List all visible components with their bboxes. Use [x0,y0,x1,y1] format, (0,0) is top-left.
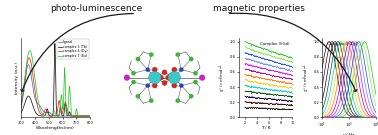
Circle shape [176,99,180,103]
Circle shape [199,75,205,80]
complex 4 (Dy) [19,105,23,107]
Circle shape [176,53,180,57]
Circle shape [189,57,193,61]
ligand [26,64,31,65]
ligand [19,108,23,109]
Circle shape [149,71,161,84]
Circle shape [168,71,180,84]
Circle shape [149,53,153,57]
Text: photo-luminescence: photo-luminescence [50,4,143,13]
complex 7 (Eu) [73,114,77,116]
complex 7 (Eu) [88,115,93,117]
Circle shape [132,80,136,84]
complex 3 (Tb) [49,115,54,117]
Circle shape [172,83,177,88]
Circle shape [146,84,150,88]
X-axis label: Wavelengths(nm): Wavelengths(nm) [36,126,75,130]
Circle shape [194,80,198,84]
complex 4 (Dy) [73,115,77,117]
Circle shape [124,75,130,80]
Circle shape [166,75,170,80]
complex 7 (Eu) [47,115,51,117]
complex 4 (Dy) [26,59,30,61]
complex 3 (Tb) [46,114,51,115]
Line: complex 7 (Eu): complex 7 (Eu) [21,51,90,116]
complex 3 (Tb) [26,95,30,97]
complex 7 (Eu) [74,108,79,110]
Circle shape [162,70,167,75]
Circle shape [152,67,157,72]
Circle shape [136,57,140,61]
complex 7 (Eu) [28,50,32,51]
Y-axis label: $\chi''$ / cm$^3$mol$^{-1}$: $\chi''$ / cm$^3$mol$^{-1}$ [218,63,228,92]
X-axis label: T / K: T / K [261,126,270,130]
complex 3 (Tb) [74,115,79,117]
Text: magnetic properties: magnetic properties [213,4,305,13]
complex 4 (Dy) [67,113,71,115]
complex 3 (Tb) [73,115,77,117]
complex 3 (Tb) [67,113,71,115]
Circle shape [136,94,140,98]
Circle shape [132,71,136,75]
Circle shape [180,84,183,88]
ligand [74,115,79,117]
Circle shape [152,83,157,88]
complex 4 (Dy) [88,115,93,117]
complex 3 (Tb) [19,112,23,114]
complex 3 (Tb) [53,43,57,44]
Y-axis label: Intensity (a.u.): Intensity (a.u.) [15,62,19,94]
complex 3 (Tb) [88,115,93,117]
Line: ligand: ligand [21,65,90,116]
ligand [88,115,93,117]
Circle shape [158,75,163,80]
Circle shape [194,71,198,75]
Line: complex 3 (Tb): complex 3 (Tb) [21,44,90,116]
Circle shape [162,80,167,85]
ligand [67,115,71,117]
X-axis label: $\nu$ / Hz: $\nu$ / Hz [342,131,356,135]
complex 4 (Dy) [49,115,54,117]
ligand [47,112,51,113]
ligand [73,115,77,117]
ligand [49,113,54,115]
Circle shape [189,94,193,98]
complex 7 (Eu) [19,104,23,105]
Legend: ligand, complex 3 (Tb), complex 4 (Dy), complex 7 (Eu): ligand, complex 3 (Tb), complex 4 (Dy), … [57,39,89,59]
Line: complex 4 (Dy): complex 4 (Dy) [21,58,90,116]
Y-axis label: $\chi''$ / cm$^3$mol$^{-1}$: $\chi''$ / cm$^3$mol$^{-1}$ [302,63,312,92]
ligand [26,64,30,66]
Circle shape [180,68,183,72]
complex 7 (Eu) [67,98,71,99]
Circle shape [149,99,153,103]
complex 7 (Eu) [26,55,30,56]
complex 4 (Dy) [74,115,79,117]
complex 4 (Dy) [27,57,31,59]
Text: Complex 4 (Dy): Complex 4 (Dy) [327,42,357,46]
complex 7 (Eu) [49,115,54,117]
Circle shape [146,68,150,72]
Circle shape [172,67,177,72]
Text: Complex 3(Gd): Complex 3(Gd) [260,42,290,46]
complex 4 (Dy) [47,115,51,116]
